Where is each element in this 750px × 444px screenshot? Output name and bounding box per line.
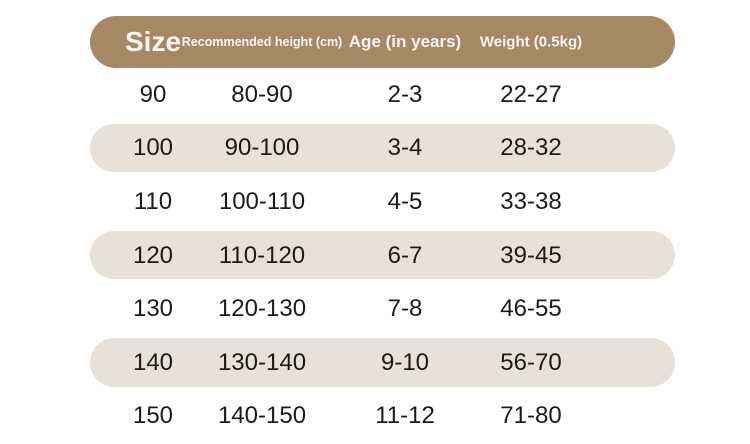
table-header-row: Size Recommended height (cm) Age (in yea… [90,16,675,68]
cell-size: 140 [132,348,174,376]
cell-weight: 22-27 [500,80,562,108]
cell-height: 100-110 [218,187,306,215]
column-header-age: Age (in years) [348,32,462,51]
cell-size: 120 [132,241,174,269]
cell-age: 11-12 [375,402,435,430]
table-row: 110 100-110 4-5 33-38 [90,175,675,229]
cell-weight: 56-70 [500,348,562,376]
cell-height: 130-140 [217,348,307,376]
cell-size: 130 [132,295,174,323]
cell-age: 4-5 [387,187,423,215]
table-row: 130 120-130 7-8 46-55 [90,282,675,336]
column-header-size: Size [124,26,182,57]
cell-weight: 71-80 [500,402,562,430]
cell-size: 90 [139,80,167,108]
cell-height: 140-150 [217,402,307,430]
table-row: 150 140-150 11-12 71-80 [90,390,675,444]
cell-height: 90-100 [224,134,300,162]
column-header-weight: Weight (0.5kg) [479,33,583,51]
cell-age: 9-10 [380,348,430,376]
cell-age: 2-3 [387,80,423,108]
cell-weight: 39-45 [500,241,562,269]
cell-height: 120-130 [217,295,307,323]
cell-height: 80-90 [231,80,293,108]
cell-size: 110 [133,187,173,215]
table-row: 90 80-90 2-3 22-27 [90,68,675,122]
cell-height: 110-120 [218,241,306,269]
cell-age: 6-7 [387,241,423,269]
cell-size: 100 [132,134,174,162]
cell-size: 150 [132,402,174,430]
cell-weight: 46-55 [500,295,562,323]
table-row: 120 110-120 6-7 39-45 [90,229,675,283]
cell-age: 7-8 [387,295,423,323]
cell-weight: 28-32 [500,134,562,162]
table-row: 100 90-100 3-4 28-32 [90,122,675,176]
cell-age: 3-4 [387,134,423,162]
column-header-height: Recommended height (cm) [181,35,343,49]
size-chart-table: Size Recommended height (cm) Age (in yea… [90,16,675,443]
cell-weight: 33-38 [500,187,562,215]
table-row: 140 130-140 9-10 56-70 [90,336,675,390]
